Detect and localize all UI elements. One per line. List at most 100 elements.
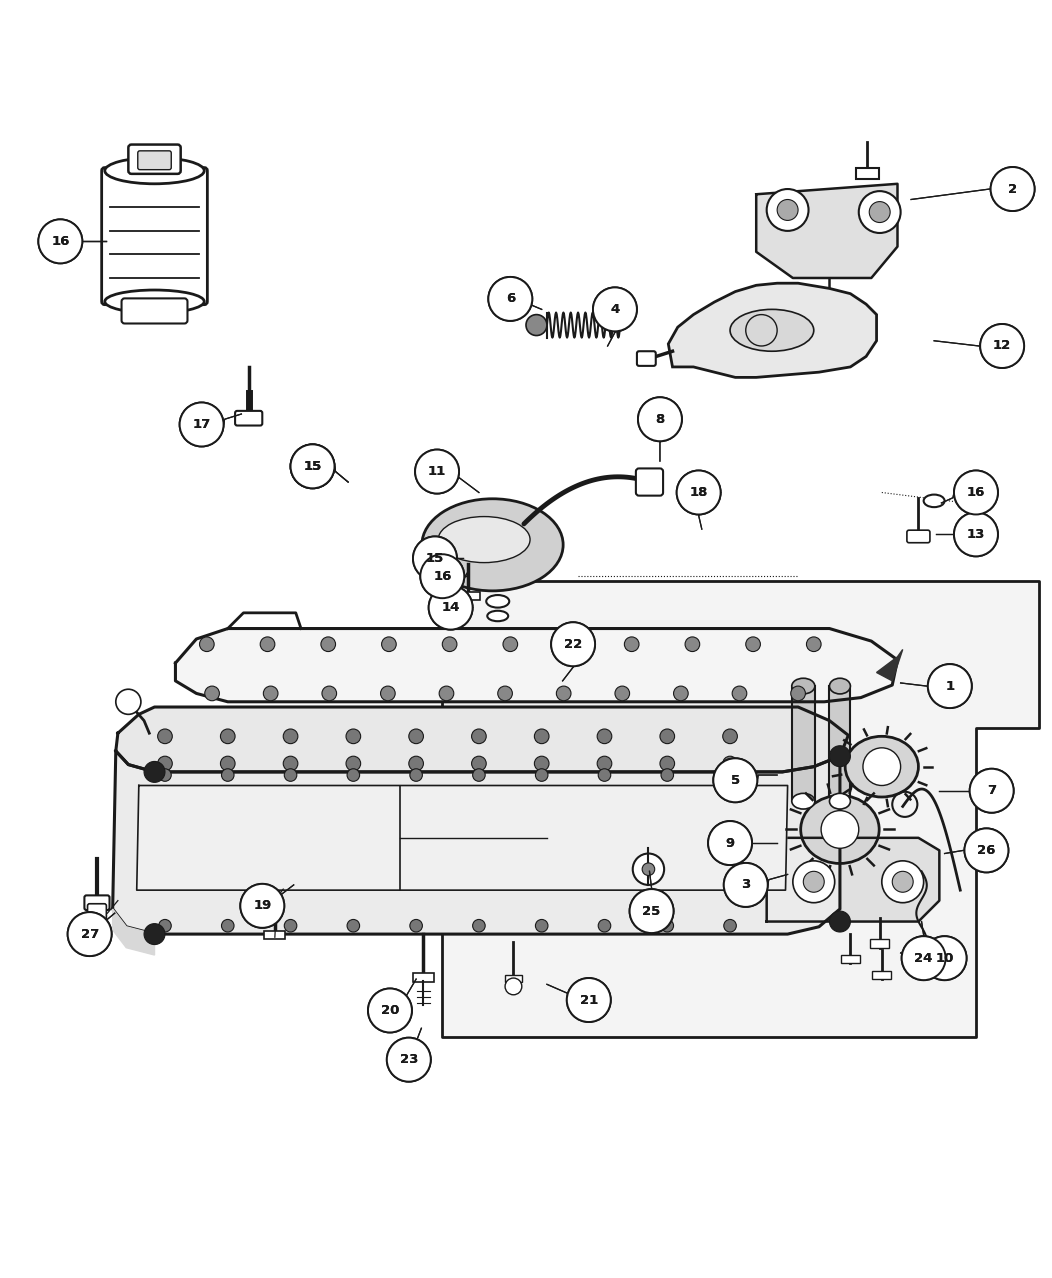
Circle shape [322,686,337,700]
Circle shape [980,325,1024,368]
Text: 21: 21 [580,993,598,1007]
Circle shape [290,445,335,488]
Circle shape [892,872,913,892]
Circle shape [321,636,336,652]
Circle shape [409,757,424,771]
Text: 2: 2 [1008,183,1017,196]
Text: 10: 10 [935,952,954,965]
Text: 7: 7 [987,785,996,797]
Text: 27: 27 [81,928,99,941]
Text: 19: 19 [254,900,271,912]
Ellipse shape [422,498,563,590]
Bar [829,686,850,801]
Text: 5: 5 [731,773,740,787]
Circle shape [503,636,518,652]
Circle shape [263,686,278,700]
Circle shape [902,937,946,980]
Circle shape [863,748,901,786]
Circle shape [505,978,522,994]
Circle shape [557,686,571,700]
Circle shape [534,757,549,771]
Circle shape [807,636,822,652]
Text: 12: 12 [993,340,1011,353]
Circle shape [284,919,297,932]
FancyBboxPatch shape [907,530,930,543]
Text: 10: 10 [935,952,954,965]
Ellipse shape [487,611,508,621]
Circle shape [858,192,901,233]
Circle shape [428,585,472,630]
Circle shape [829,911,850,932]
Polygon shape [113,751,839,934]
Circle shape [67,912,112,956]
Circle shape [593,288,636,331]
Circle shape [661,919,673,932]
Text: 16: 16 [433,570,451,583]
FancyBboxPatch shape [635,469,663,496]
Circle shape [629,889,673,933]
Text: 8: 8 [655,413,665,426]
Circle shape [180,403,224,446]
Ellipse shape [845,736,918,797]
Ellipse shape [924,495,945,507]
Circle shape [284,769,297,781]
Polygon shape [116,707,848,772]
Circle shape [498,686,512,700]
Text: 2: 2 [1008,183,1017,196]
Circle shape [535,919,548,932]
Text: 15: 15 [303,460,322,473]
Text: 26: 26 [977,843,995,856]
Bar [841,955,859,964]
Text: 15: 15 [426,552,444,565]
Circle shape [159,769,171,781]
Circle shape [724,863,768,907]
Circle shape [346,757,361,771]
Bar [505,975,522,983]
Circle shape [488,277,532,321]
Circle shape [713,758,757,803]
Text: 23: 23 [400,1053,418,1066]
Circle shape [869,202,890,222]
Circle shape [723,757,737,771]
Circle shape [387,1038,430,1081]
Circle shape [144,924,165,944]
Circle shape [954,470,998,515]
Bar [855,169,878,179]
Text: 18: 18 [689,486,708,498]
Text: 11: 11 [428,465,446,478]
Circle shape [599,769,611,781]
Circle shape [598,728,612,744]
Circle shape [410,769,423,781]
Text: 3: 3 [741,878,750,892]
Circle shape [180,403,224,446]
Circle shape [724,769,736,781]
Circle shape [283,728,298,744]
Circle shape [954,470,998,515]
Text: 11: 11 [428,465,446,478]
Circle shape [708,820,752,865]
FancyBboxPatch shape [122,298,187,323]
Text: 27: 27 [81,928,99,941]
Polygon shape [876,649,903,681]
Circle shape [954,512,998,556]
Circle shape [660,728,674,744]
Text: 26: 26 [977,843,995,856]
Circle shape [928,665,972,708]
Circle shape [260,636,275,652]
Text: 12: 12 [993,340,1011,353]
Circle shape [221,728,235,744]
Circle shape [421,555,464,598]
Text: 4: 4 [610,303,620,316]
Text: 22: 22 [564,638,582,651]
Circle shape [724,919,736,932]
Circle shape [724,863,768,907]
Circle shape [567,978,611,1022]
Circle shape [551,622,595,666]
Circle shape [159,919,171,932]
Circle shape [290,445,335,488]
Text: 16: 16 [967,486,985,498]
Circle shape [368,988,412,1033]
Circle shape [673,686,688,700]
Text: 16: 16 [52,235,69,248]
Circle shape [200,636,215,652]
